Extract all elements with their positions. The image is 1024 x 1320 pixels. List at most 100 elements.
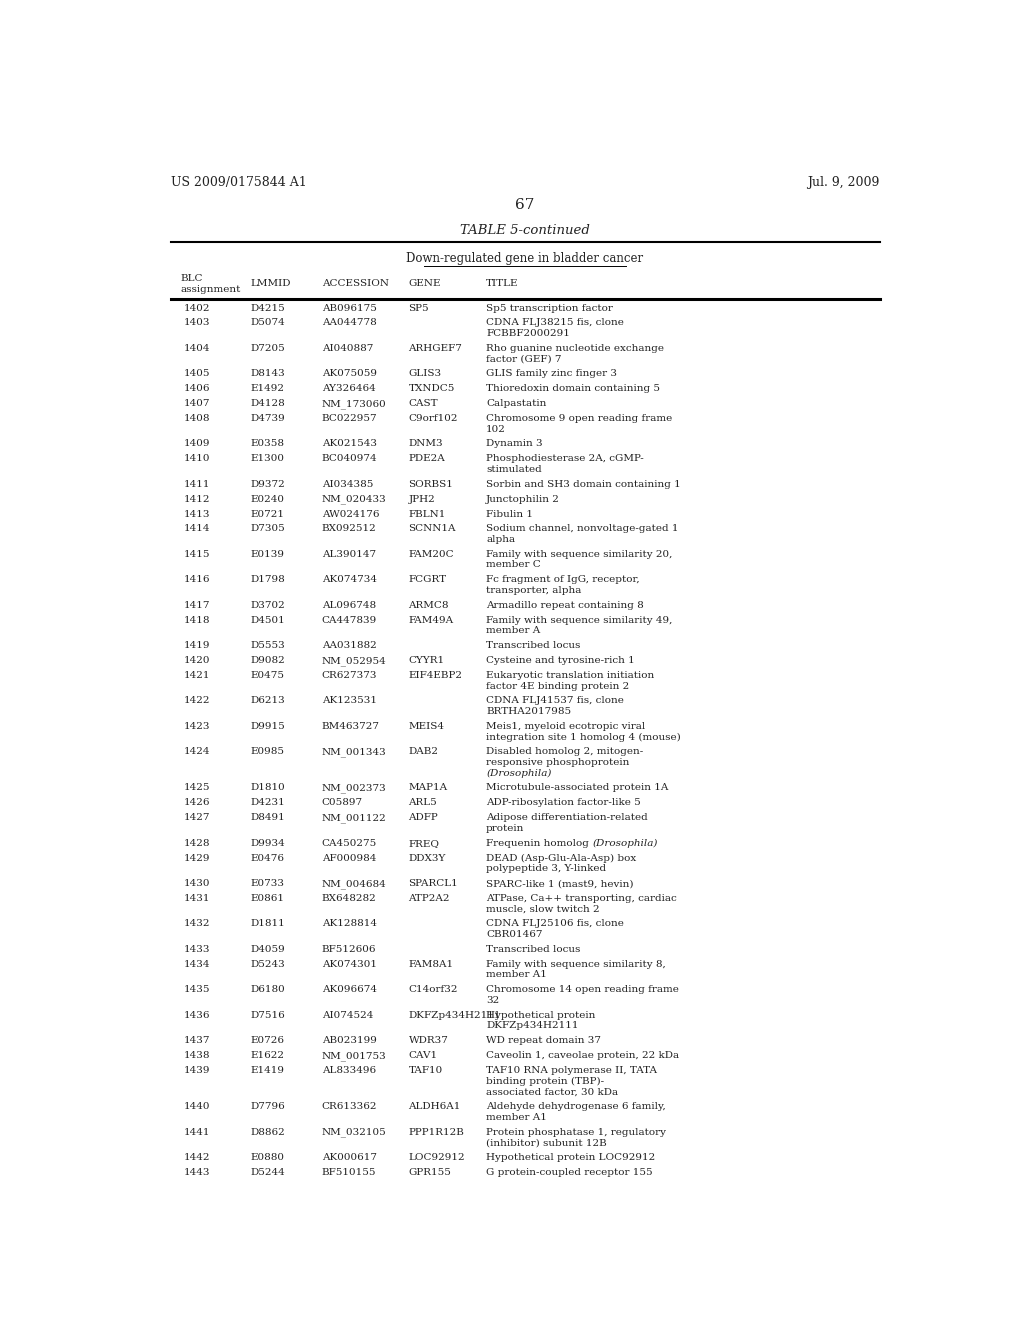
Text: AK074301: AK074301 <box>322 960 377 969</box>
Text: AK096674: AK096674 <box>322 985 377 994</box>
Text: 1402: 1402 <box>183 304 210 313</box>
Text: D7305: D7305 <box>251 524 286 533</box>
Text: FAM20C: FAM20C <box>409 550 455 558</box>
Text: D8862: D8862 <box>251 1127 286 1137</box>
Text: DEAD (Asp-Glu-Ala-Asp) box: DEAD (Asp-Glu-Ala-Asp) box <box>486 854 636 863</box>
Text: 1408: 1408 <box>183 414 210 422</box>
Text: 1438: 1438 <box>183 1051 210 1060</box>
Text: 1403: 1403 <box>183 318 210 327</box>
Text: assignment: assignment <box>180 285 241 293</box>
Text: 1407: 1407 <box>183 399 210 408</box>
Text: stimulated: stimulated <box>486 465 542 474</box>
Text: member A: member A <box>486 626 541 635</box>
Text: WD repeat domain 37: WD repeat domain 37 <box>486 1036 601 1045</box>
Text: Eukaryotic translation initiation: Eukaryotic translation initiation <box>486 671 654 680</box>
Text: Family with sequence similarity 8,: Family with sequence similarity 8, <box>486 960 666 969</box>
Text: E0475: E0475 <box>251 671 285 680</box>
Text: BC022957: BC022957 <box>322 414 378 422</box>
Text: binding protein (TBP)-: binding protein (TBP)- <box>486 1077 604 1085</box>
Text: Sodium channel, nonvoltage-gated 1: Sodium channel, nonvoltage-gated 1 <box>486 524 679 533</box>
Text: 1429: 1429 <box>183 854 210 862</box>
Text: D6180: D6180 <box>251 985 286 994</box>
Text: AK021543: AK021543 <box>322 440 377 449</box>
Text: CAV1: CAV1 <box>409 1051 437 1060</box>
Text: C05897: C05897 <box>322 799 362 808</box>
Text: AI034385: AI034385 <box>322 479 373 488</box>
Text: 1419: 1419 <box>183 642 210 651</box>
Text: integration site 1 homolog 4 (mouse): integration site 1 homolog 4 (mouse) <box>486 733 681 742</box>
Text: DKFZp434H2111: DKFZp434H2111 <box>486 1022 579 1031</box>
Text: E0721: E0721 <box>251 510 285 519</box>
Text: E0476: E0476 <box>251 854 285 862</box>
Text: ATPase, Ca++ transporting, cardiac: ATPase, Ca++ transporting, cardiac <box>486 894 677 903</box>
Text: NM_001122: NM_001122 <box>322 813 386 822</box>
Text: member A1: member A1 <box>486 1113 547 1122</box>
Text: E0880: E0880 <box>251 1152 285 1162</box>
Text: Junctophilin 2: Junctophilin 2 <box>486 495 560 504</box>
Text: 1414: 1414 <box>183 524 210 533</box>
Text: ALDH6A1: ALDH6A1 <box>409 1102 461 1111</box>
Text: 1426: 1426 <box>183 799 210 808</box>
Text: 1425: 1425 <box>183 784 210 792</box>
Text: alpha: alpha <box>486 535 515 544</box>
Text: Rho guanine nucleotide exchange: Rho guanine nucleotide exchange <box>486 345 664 352</box>
Text: NM_032105: NM_032105 <box>322 1127 386 1138</box>
Text: 1443: 1443 <box>183 1168 210 1177</box>
Text: Transcribed locus: Transcribed locus <box>486 945 581 954</box>
Text: TXNDC5: TXNDC5 <box>409 384 455 393</box>
Text: AI040887: AI040887 <box>322 345 373 352</box>
Text: muscle, slow twitch 2: muscle, slow twitch 2 <box>486 904 600 913</box>
Text: BRTHA2017985: BRTHA2017985 <box>486 708 571 715</box>
Text: CDNA FLJ38215 fis, clone: CDNA FLJ38215 fis, clone <box>486 318 624 327</box>
Text: 1428: 1428 <box>183 838 210 847</box>
Text: ADP-ribosylation factor-like 5: ADP-ribosylation factor-like 5 <box>486 799 641 808</box>
Text: Family with sequence similarity 49,: Family with sequence similarity 49, <box>486 615 673 624</box>
Text: NM_001753: NM_001753 <box>322 1051 386 1061</box>
Text: Caveolin 1, caveolae protein, 22 kDa: Caveolin 1, caveolae protein, 22 kDa <box>486 1051 679 1060</box>
Text: E1300: E1300 <box>251 454 285 463</box>
Text: factor (GEF) 7: factor (GEF) 7 <box>486 355 561 363</box>
Text: NM_173060: NM_173060 <box>322 399 386 409</box>
Text: GLIS3: GLIS3 <box>409 370 441 379</box>
Text: BC040974: BC040974 <box>322 454 378 463</box>
Text: AB096175: AB096175 <box>322 304 377 313</box>
Text: AK074734: AK074734 <box>322 576 377 585</box>
Text: 1434: 1434 <box>183 960 210 969</box>
Text: CDNA FLJ41537 fis, clone: CDNA FLJ41537 fis, clone <box>486 697 624 705</box>
Text: GENE: GENE <box>409 280 441 288</box>
Text: (inhibitor) subunit 12B: (inhibitor) subunit 12B <box>486 1138 607 1147</box>
Text: 1420: 1420 <box>183 656 210 665</box>
Text: 1411: 1411 <box>183 479 210 488</box>
Text: 1430: 1430 <box>183 879 210 888</box>
Text: SORBS1: SORBS1 <box>409 479 454 488</box>
Text: 1427: 1427 <box>183 813 210 822</box>
Text: 1436: 1436 <box>183 1011 210 1020</box>
Text: 102: 102 <box>486 425 506 433</box>
Text: ADFP: ADFP <box>409 813 438 822</box>
Text: 1423: 1423 <box>183 722 210 731</box>
Text: 1442: 1442 <box>183 1152 210 1162</box>
Text: FCGRT: FCGRT <box>409 576 446 585</box>
Text: AA031882: AA031882 <box>322 642 377 651</box>
Text: E0861: E0861 <box>251 894 285 903</box>
Text: D7796: D7796 <box>251 1102 286 1111</box>
Text: 1431: 1431 <box>183 894 210 903</box>
Text: ARL5: ARL5 <box>409 799 437 808</box>
Text: Fc fragment of IgG, receptor,: Fc fragment of IgG, receptor, <box>486 576 640 585</box>
Text: AK075059: AK075059 <box>322 370 377 379</box>
Text: C14orf32: C14orf32 <box>409 985 458 994</box>
Text: Aldehyde dehydrogenase 6 family,: Aldehyde dehydrogenase 6 family, <box>486 1102 666 1111</box>
Text: 1417: 1417 <box>183 601 210 610</box>
Text: CAST: CAST <box>409 399 438 408</box>
Text: DKFZp434H2111: DKFZp434H2111 <box>409 1011 501 1020</box>
Text: member C: member C <box>486 561 541 569</box>
Text: Sp5 transcription factor: Sp5 transcription factor <box>486 304 613 313</box>
Text: responsive phosphoprotein: responsive phosphoprotein <box>486 758 630 767</box>
Text: TABLE 5-continued: TABLE 5-continued <box>460 224 590 236</box>
Text: NM_002373: NM_002373 <box>322 784 386 793</box>
Text: Fibulin 1: Fibulin 1 <box>486 510 534 519</box>
Text: AI074524: AI074524 <box>322 1011 373 1020</box>
Text: FCBBF2000291: FCBBF2000291 <box>486 329 570 338</box>
Text: WDR37: WDR37 <box>409 1036 449 1045</box>
Text: 67: 67 <box>515 198 535 213</box>
